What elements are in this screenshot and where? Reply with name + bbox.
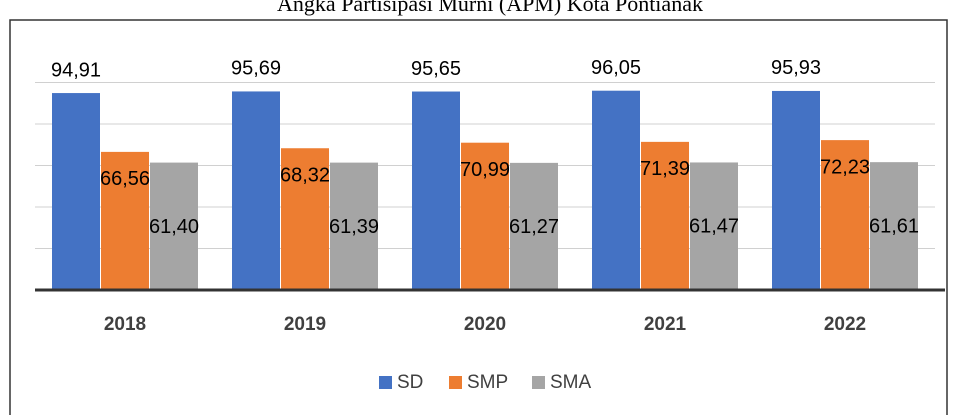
x-tick-label: 2018 <box>104 314 146 335</box>
data-label: 95,65 <box>411 58 461 80</box>
data-label: 95,69 <box>231 58 281 80</box>
bar <box>821 140 869 290</box>
bar <box>461 142 509 290</box>
data-label: 61,47 <box>689 216 739 238</box>
bar <box>772 90 820 290</box>
chart-title: Angka Partisipasi Murni (APM) Kota Ponti… <box>277 0 703 16</box>
data-label: 61,40 <box>149 216 199 238</box>
bar <box>150 162 198 290</box>
legend-label: SMA <box>550 372 592 393</box>
bar <box>330 162 378 290</box>
data-label: 71,39 <box>640 158 690 180</box>
x-tick-label: 2022 <box>824 314 866 335</box>
legend-swatch <box>449 376 462 389</box>
bar <box>281 148 329 290</box>
data-label: 94,91 <box>51 59 101 81</box>
legend-label: SD <box>397 372 423 393</box>
bar <box>641 141 689 290</box>
data-label: 96,05 <box>591 57 641 79</box>
bar <box>870 162 918 290</box>
data-label: 72,23 <box>820 156 870 178</box>
data-label: 66,56 <box>100 168 150 190</box>
data-label: 61,27 <box>509 216 559 238</box>
data-label: 61,39 <box>329 216 379 238</box>
bar <box>412 91 460 291</box>
data-label: 95,93 <box>771 57 821 79</box>
data-label: 70,99 <box>460 159 510 181</box>
bar <box>52 93 100 290</box>
x-tick-label: 2020 <box>464 314 506 335</box>
legend-label: SMP <box>467 372 508 393</box>
bar <box>510 162 558 290</box>
legend-swatch <box>379 376 392 389</box>
data-label: 61,61 <box>869 215 919 237</box>
data-label: 68,32 <box>280 165 330 187</box>
legend-swatch <box>532 376 545 389</box>
x-tick-label: 2021 <box>644 314 687 335</box>
bar <box>592 90 640 290</box>
bar <box>690 162 738 290</box>
bar <box>232 91 280 290</box>
bar <box>101 151 149 290</box>
x-tick-label: 2019 <box>284 314 326 335</box>
